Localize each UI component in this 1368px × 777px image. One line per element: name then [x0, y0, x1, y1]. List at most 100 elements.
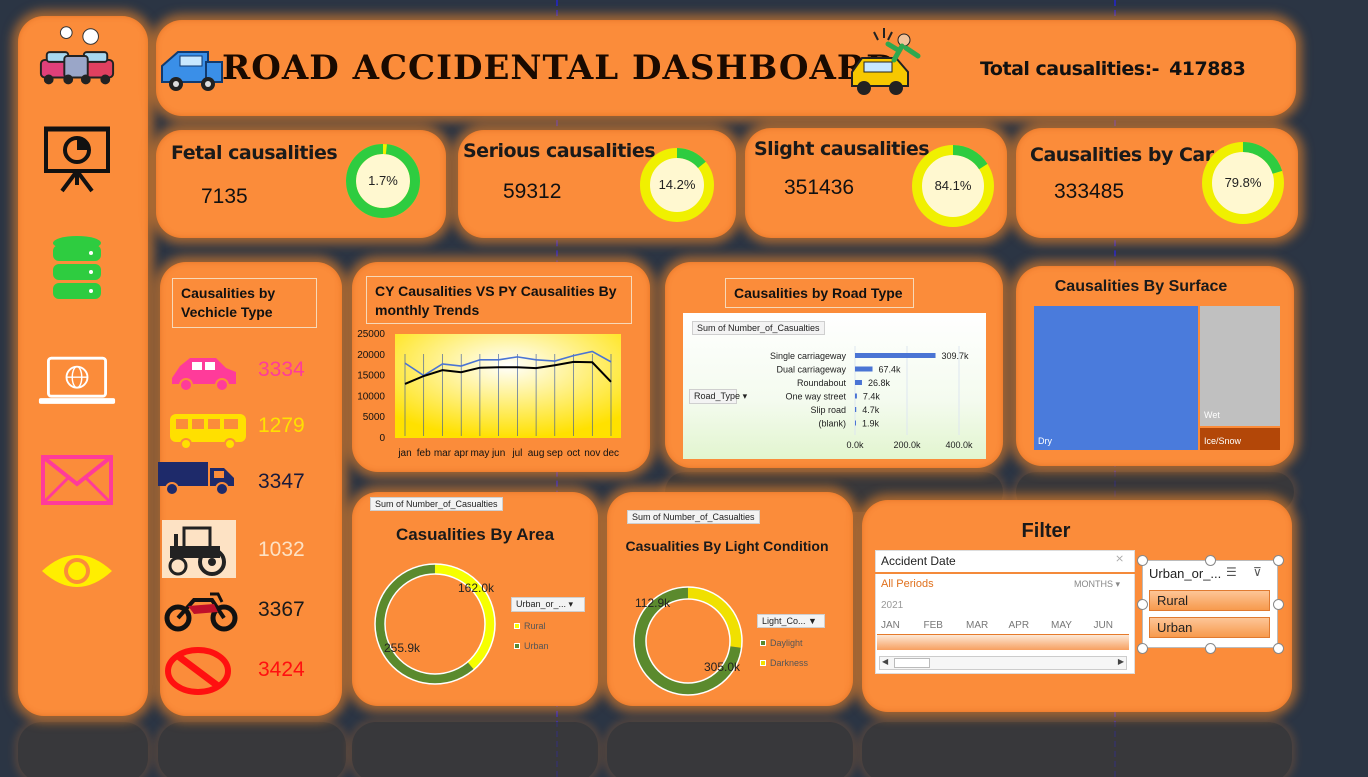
vehicle-value: 1032 [258, 538, 305, 561]
legend-swatch [760, 660, 766, 666]
kpi-label: Fetal causalities [171, 142, 338, 164]
kpi-percent: 1.7% [368, 173, 398, 188]
x-tick-label: 400.0k [945, 440, 973, 450]
resize-handle[interactable] [1273, 555, 1284, 566]
dropdown-arrow-icon: ▾ [1115, 579, 1121, 589]
vehicle-type-title: Causalities by Vechicle Type [172, 278, 317, 328]
slicer-option-urban[interactable]: Urban [1149, 617, 1270, 638]
motorcycle-icon [164, 586, 238, 637]
car-icon [170, 352, 238, 397]
resize-handle[interactable] [1137, 599, 1148, 610]
light-legend: Daylight Darkness [760, 633, 808, 673]
database-icon[interactable] [37, 234, 117, 304]
timeline-slicer[interactable] [875, 550, 1135, 674]
x-tick-label: 200.0k [893, 440, 921, 450]
surface-title: Causalities By Surface [1054, 278, 1228, 295]
reflection [18, 722, 148, 777]
resize-handle[interactable] [1273, 599, 1284, 610]
total-value: 417883 [1169, 58, 1246, 80]
scroll-right-icon[interactable]: ▶ [1117, 657, 1124, 666]
clear-filter-icon[interactable]: ⊽ [1253, 565, 1262, 579]
page-title: ROAD ACCIDENTAL DASHBOARD [222, 48, 897, 88]
timeline-month[interactable]: FEB [923, 620, 943, 631]
timeline-month[interactable]: JUN [1093, 620, 1113, 631]
y-tick-label: 10000 [357, 391, 385, 402]
y-tick-label: 15000 [357, 371, 385, 382]
timeline-scrollbar[interactable]: ◀ ▶ [879, 656, 1127, 670]
x-tick-label: nov [584, 448, 600, 459]
y-tick-label: 25000 [357, 329, 385, 340]
timeline-month[interactable]: JAN [881, 620, 900, 631]
vehicle-value: 3347 [258, 470, 305, 493]
road-type-field-chip[interactable]: Sum of Number_of_Casualties [692, 321, 825, 335]
timeline-month[interactable]: MAY [1051, 620, 1072, 631]
donut-value-label: 162.0k [458, 581, 495, 595]
scroll-thumb[interactable] [894, 658, 930, 668]
x-tick-label: sep [547, 448, 564, 459]
timeline-range-bar[interactable] [877, 634, 1129, 650]
bar-value-label: 67.4k [879, 365, 902, 375]
timeline-months: JAN FEB MAR APR MAY JUN [878, 620, 1128, 632]
timeline-unit-dropdown[interactable]: MONTHS ▾ [1074, 579, 1120, 590]
multi-select-icon[interactable]: ☰ [1226, 565, 1237, 579]
light-legend-chip[interactable]: Light_Co... ▼ [757, 614, 825, 628]
resize-handle[interactable] [1273, 643, 1284, 654]
bar [855, 393, 857, 399]
x-tick-label: 0.0k [846, 440, 864, 450]
mail-icon[interactable] [37, 446, 117, 516]
area-field-chip[interactable]: Sum of Number_of_Casualties [370, 497, 503, 511]
clear-filter-icon[interactable]: ⨯ [1115, 553, 1125, 565]
kpi-value: 333485 [1054, 180, 1125, 203]
resize-handle[interactable] [1205, 643, 1216, 654]
truck-icon [156, 460, 238, 501]
kpi-percent: 79.8% [1225, 175, 1262, 190]
area-legend: Rural Urban [514, 616, 549, 656]
y-tick-label: 20000 [357, 350, 385, 361]
legend-label: Rural [524, 621, 546, 631]
kpi-donut: 14.2% [640, 148, 714, 222]
vehicle-type-card [160, 262, 342, 716]
timeline-month[interactable]: MAR [966, 620, 989, 631]
legend-item: Daylight [760, 633, 808, 653]
category-label: (blank) [818, 419, 846, 429]
treemap-label: Dry [1038, 436, 1052, 446]
series-line [404, 350, 612, 377]
x-tick-label: may [470, 448, 489, 459]
area-legend-chip[interactable]: Urban_or_... ▾ [511, 597, 585, 612]
bar [855, 420, 856, 426]
series-line [404, 360, 612, 385]
presentation-chart-icon[interactable] [37, 124, 117, 194]
bar [855, 353, 936, 358]
timeline-month[interactable]: APR [1008, 620, 1030, 631]
dropdown-arrow-icon: ▾ [568, 599, 574, 609]
eye-icon[interactable] [37, 536, 117, 606]
x-tick-label: feb [417, 448, 431, 459]
slicer-option-rural[interactable]: Rural [1149, 590, 1270, 611]
ambulance-icon [158, 44, 224, 99]
donut-outline [645, 598, 731, 684]
legend-item: Darkness [760, 653, 808, 673]
road-type-bar-chart: 0.0k 200.0k 400.0k Single carriageway 309.7k… [770, 346, 973, 450]
bar-value-label: 26.8k [868, 378, 891, 388]
car-crash-icon[interactable] [37, 22, 117, 92]
resize-handle[interactable] [1205, 555, 1216, 566]
road-type-filter-chip[interactable]: Road_Type ▾ [689, 389, 747, 404]
donut-value-label: 112.9k [635, 596, 671, 610]
laptop-globe-icon[interactable] [37, 346, 117, 416]
area-donut-chart: 162.0k 255.9k [374, 563, 496, 685]
treemap-label: Wet [1204, 410, 1220, 420]
resize-handle[interactable] [1137, 555, 1148, 566]
reflection [352, 722, 598, 777]
scroll-left-icon[interactable]: ◀ [882, 657, 889, 666]
kpi-value: 351436 [784, 176, 855, 199]
slicer-label: Urban_or_... [1149, 566, 1222, 581]
legend-swatch [760, 640, 766, 646]
legend-swatch [514, 623, 520, 629]
vehicle-row: 1032 [160, 516, 320, 578]
light-donut-chart: 305.0k 112.9k [633, 586, 743, 696]
resize-handle[interactable] [1137, 643, 1148, 654]
light-field-chip[interactable]: Sum of Number_of_Casualties [627, 510, 760, 524]
x-tick-label: apr [454, 448, 469, 459]
donut-value-label: 305.0k [704, 660, 741, 674]
timeline-year: 2021 [881, 600, 904, 611]
